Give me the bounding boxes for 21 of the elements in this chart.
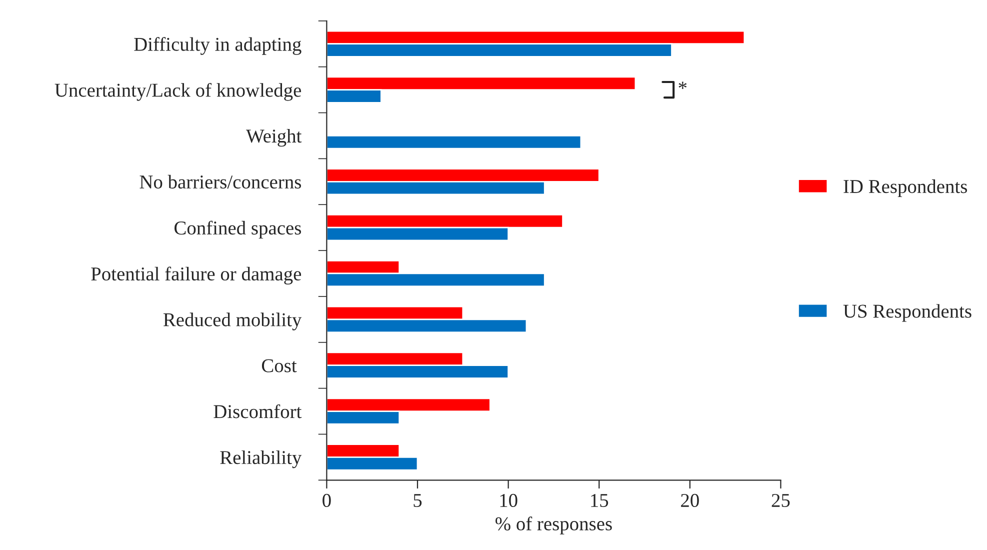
y-tick-label: Weight xyxy=(246,128,302,147)
x-tick-label: 5 xyxy=(414,494,422,508)
x-axis-title: % of responses xyxy=(496,516,612,534)
bar xyxy=(326,135,582,150)
y-tick-label: No barriers/concerns xyxy=(140,174,301,189)
x-tick-label: 10 xyxy=(500,494,518,508)
y-tick-label: Difficulty in adapting xyxy=(134,37,302,55)
y-tick-label: Potential failure or damage xyxy=(91,266,302,285)
legend-label: US Respondents xyxy=(843,304,972,322)
x-tick-label: 0 xyxy=(322,494,331,508)
annotation: * xyxy=(678,82,687,89)
y-tick-label: Reduced mobility xyxy=(163,312,302,330)
x-tick-label: 15 xyxy=(591,494,608,508)
y-tick-label: Reliability xyxy=(220,450,302,468)
y-tick-label: Uncertainty/Lack of knowledge xyxy=(54,82,302,101)
x-tick-label: 20 xyxy=(681,494,699,508)
y-tick-label: Discomfort xyxy=(214,404,302,418)
y-tick-label: Cost xyxy=(262,359,297,372)
legend-label: ID Respondents xyxy=(844,179,967,198)
x-tick-label: 25 xyxy=(772,494,790,508)
y-tick-label: Confined spaces xyxy=(174,220,301,239)
